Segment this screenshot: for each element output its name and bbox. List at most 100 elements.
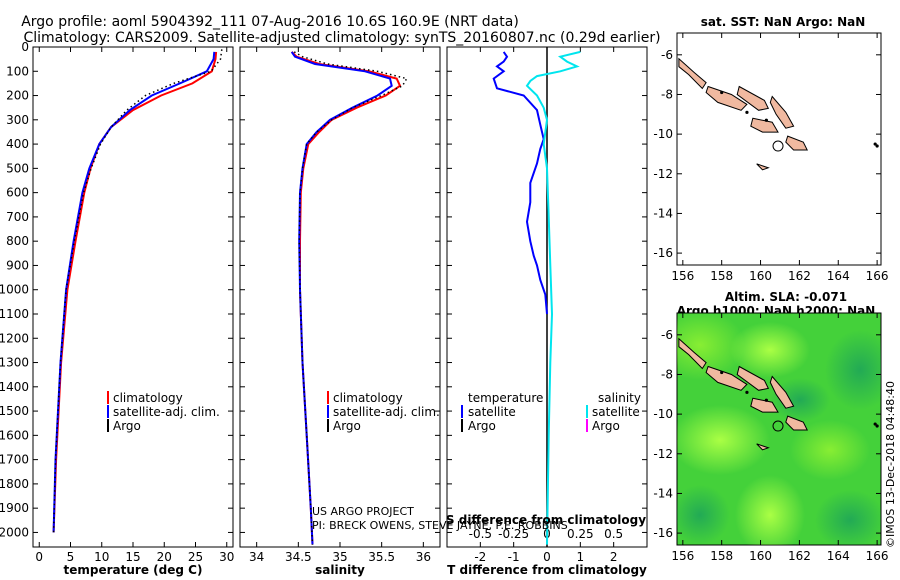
y-tick-label: 1500 xyxy=(0,404,29,418)
map-y-tick-label: -14 xyxy=(653,486,673,500)
difference-xlabel: T difference from climatology xyxy=(447,563,647,577)
series-line xyxy=(52,51,216,533)
temperature-legend: climatology satellite-adj. clim. Argo xyxy=(107,391,220,433)
sst-map-title: sat. SST: NaN Argo: NaN xyxy=(701,15,866,29)
map-y-tick-label: -16 xyxy=(653,526,673,540)
island xyxy=(705,365,748,391)
map-y-tick-label: -12 xyxy=(653,447,673,461)
x-tick-label: 35 xyxy=(332,550,347,564)
map-y-tick-label: -14 xyxy=(653,206,673,220)
y-tick-label: 1200 xyxy=(0,331,29,345)
y-tick-label: 600 xyxy=(6,186,29,200)
island xyxy=(785,415,809,431)
y-tick-label: 1900 xyxy=(0,501,29,515)
y-tick-label: 1100 xyxy=(0,307,29,321)
difference-x2label: S difference from climatology xyxy=(446,513,646,527)
salinity-x-axis: 34 34.5 35 35.5 36 xyxy=(249,47,431,564)
y-tick-label: 1600 xyxy=(0,428,29,442)
y-tick-label: 1300 xyxy=(0,356,29,370)
legend-title-temperature: temperature xyxy=(468,391,543,405)
x2-tick-label: -0.5 xyxy=(469,527,492,541)
y-tick-label: 400 xyxy=(6,137,29,151)
map-y-tick-label: -6 xyxy=(661,328,673,342)
legend-title-salinity: salinity xyxy=(598,391,641,405)
sla-blob xyxy=(770,378,830,422)
island xyxy=(756,443,770,451)
map-x-tick-label: 166 xyxy=(866,269,889,283)
island xyxy=(785,135,809,151)
x-tick-label: 35.5 xyxy=(368,550,395,564)
y-tick-label: 900 xyxy=(6,258,29,272)
map-x-tick-label: 160 xyxy=(749,269,772,283)
island xyxy=(750,117,779,133)
x-tick-label: 20 xyxy=(157,550,172,564)
map-x-tick-label: 162 xyxy=(788,269,811,283)
map-x-tick-label: 160 xyxy=(749,549,772,563)
map-y-tick-label: -10 xyxy=(653,407,673,421)
series-line xyxy=(525,50,581,545)
y-tick-label: 1800 xyxy=(0,477,29,491)
series-line xyxy=(290,51,393,545)
salinity-panel-frame xyxy=(239,46,441,548)
y-tick-label: 700 xyxy=(6,210,29,224)
island xyxy=(678,57,707,90)
sla-blob xyxy=(730,322,810,378)
imos-watermark: ©IMOS 13-Dec-2018 04:48:40 xyxy=(884,381,897,548)
sst-map-frame xyxy=(676,32,882,266)
map-y-tick-label: -12 xyxy=(653,167,673,181)
difference-legend: temperature satellite Argo salinity sate… xyxy=(461,391,641,433)
islet xyxy=(764,398,768,402)
x-tick-label: 0 xyxy=(35,550,43,564)
credit-project: US ARGO PROJECT xyxy=(312,505,414,518)
sla-blob xyxy=(815,490,881,545)
map-x-tick-label: 158 xyxy=(710,269,733,283)
island xyxy=(736,365,770,391)
x-tick-label: -2 xyxy=(474,550,486,564)
map-y-tick-label: -8 xyxy=(661,87,673,101)
series-line xyxy=(492,51,548,315)
series-line xyxy=(52,51,218,533)
x-tick-label: 5 xyxy=(67,550,75,564)
figure-title-line2: Climatology: CARS2009. Satellite-adjuste… xyxy=(23,30,660,46)
argo-float-marker xyxy=(772,420,784,432)
x-tick-label: 34.5 xyxy=(285,550,312,564)
legend-label-satellite: satellite-adj. clim. xyxy=(113,405,220,419)
x2-tick-label: 0.5 xyxy=(604,527,623,541)
islet xyxy=(745,110,749,114)
x-tick-label: 25 xyxy=(188,550,203,564)
sla-blob xyxy=(677,485,730,545)
sla-map-axes: -6 -8 -10 -12 -14 -16 156 158 160 162 164 166 xyxy=(653,313,889,563)
x2-tick-label: -0.25 xyxy=(498,527,529,541)
legend-label-argo: Argo xyxy=(113,419,141,433)
x-tick-label: 36 xyxy=(416,550,431,564)
x-tick-label: 1 xyxy=(577,550,585,564)
islet xyxy=(720,370,724,375)
temperature-xlabel: temperature (deg C) xyxy=(64,563,203,577)
salinity-legend: climatology satellite-adj. clim. Argo xyxy=(327,391,440,433)
y-tick-label: 200 xyxy=(6,89,29,103)
y-tick-label: 300 xyxy=(6,113,29,127)
temperature-x-axis: 0 5 10 15 20 25 30 xyxy=(35,47,234,564)
x-tick-label: 30 xyxy=(219,550,234,564)
legend-label-climatology: climatology xyxy=(113,391,183,405)
islet xyxy=(764,118,768,122)
x2-tick-label: 0.25 xyxy=(567,527,594,541)
island xyxy=(769,375,795,409)
figure-title-line1: Argo profile: aoml 5904392_111 07-Aug-20… xyxy=(21,14,519,30)
series-line xyxy=(293,51,408,545)
argo-float-marker xyxy=(772,140,784,152)
legend-label-s-argo: Argo xyxy=(592,419,620,433)
pressure-axis: 0 100 200 300 400 500 600 700 800 900 1000 1100 1200… xyxy=(0,40,647,539)
x-tick-label: 15 xyxy=(125,550,140,564)
sla-blob xyxy=(735,475,805,545)
y-tick-label: 1700 xyxy=(0,453,29,467)
sst-map xyxy=(678,57,879,171)
map-y-tick-label: -10 xyxy=(653,127,673,141)
salinity-series xyxy=(290,51,408,545)
y-tick-label: 100 xyxy=(6,64,29,78)
legend-label-argo: Argo xyxy=(333,419,361,433)
legend-label-t-argo: Argo xyxy=(468,419,496,433)
map-y-tick-label: -8 xyxy=(661,367,673,381)
x-tick-label: 0 xyxy=(543,550,551,564)
